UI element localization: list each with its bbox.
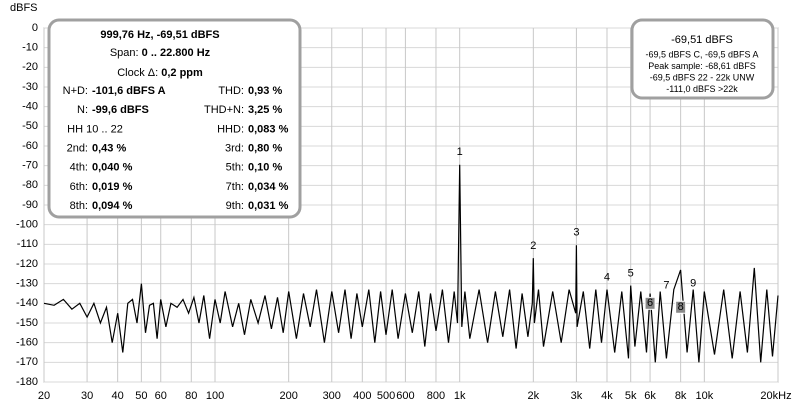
harmonic-marker: 3 — [573, 226, 579, 238]
info-label: 7th: — [226, 181, 244, 193]
level-title: -69,51 dBFS — [671, 34, 733, 46]
y-tick-label: -100 — [16, 219, 38, 231]
info-line: Span: 0 .. 22.800 Hz — [110, 47, 211, 59]
info-label: HHD: — [217, 123, 244, 135]
info-label: N+D: — [63, 85, 88, 97]
info-label: THD+N: — [204, 104, 244, 116]
y-tick-label: -140 — [16, 297, 38, 309]
level-line: -69,5 dBFS 22 - 22k UNW — [650, 72, 755, 82]
info-value: 0,034 % — [248, 181, 289, 193]
info-label: N: — [77, 104, 88, 116]
y-tick-label: -180 — [16, 376, 38, 388]
x-tick-label: 300 — [323, 390, 341, 402]
x-tick-label: 4k — [601, 390, 613, 402]
y-tick-label: -150 — [16, 317, 38, 329]
x-tick-label: 800 — [427, 390, 445, 402]
info-value: -99,6 dBFS — [92, 104, 149, 116]
info-value: 3,25 % — [248, 104, 282, 116]
info-value: 0 .. 22.800 Hz — [142, 47, 211, 59]
x-tick-label: 8k — [675, 390, 687, 402]
info-value: 0,2 ppm — [161, 67, 203, 79]
y-tick-label: -60 — [22, 140, 38, 152]
info-label: 6th: — [70, 181, 88, 193]
info-label: 5th: — [226, 162, 244, 174]
y-tick-label: -50 — [22, 120, 38, 132]
x-tick-label: 10k — [695, 390, 713, 402]
y-tick-label: -170 — [16, 356, 38, 368]
info-value: 0,031 % — [248, 200, 289, 212]
info-label: Clock Δ: — [117, 67, 158, 79]
info-value: 0,10 % — [248, 162, 282, 174]
info-label: 2nd: — [67, 143, 88, 155]
x-tick-label: 100 — [206, 390, 224, 402]
info-value: 0,094 % — [92, 200, 133, 212]
y-tick-label: -30 — [22, 81, 38, 93]
x-tick-label: 30 — [81, 390, 93, 402]
y-tick-label: -70 — [22, 160, 38, 172]
info-title: 999,76 Hz, -69,51 dBFS — [100, 29, 219, 41]
marker-box — [675, 300, 687, 314]
y-tick-label: -90 — [22, 199, 38, 211]
info-label: 4th: — [70, 162, 88, 174]
info-value: 0,083 % — [248, 123, 289, 135]
info-panel — [47, 18, 302, 219]
level-panel — [630, 18, 775, 100]
harmonic-marker: 9 — [690, 278, 696, 290]
info-value: 0,019 % — [92, 181, 133, 193]
level-line: -111,0 dBFS >22k — [666, 84, 738, 94]
x-tick-label: 50 — [135, 390, 147, 402]
info-label: 9th: — [226, 200, 244, 212]
x-tick-label: 3k — [571, 390, 583, 402]
info-value: 0,93 % — [248, 85, 282, 97]
level-line: Peak sample: -68,61 dBFS — [648, 61, 756, 71]
x-tick-label: 500 — [377, 390, 395, 402]
y-tick-label: -80 — [22, 179, 38, 191]
spectrum-line — [43, 164, 779, 363]
info-value: -101,6 dBFS A — [92, 85, 166, 97]
x-tick-label: 200 — [279, 390, 297, 402]
info-label: Span: — [110, 47, 139, 59]
info-value: 0,80 % — [248, 143, 282, 155]
harmonic-marker: 6 — [647, 297, 653, 309]
y-tick-label: -10 — [22, 42, 38, 54]
info-label: 8th: — [70, 200, 88, 212]
harmonic-marker: 5 — [628, 268, 634, 280]
x-tick-label: 5k — [625, 390, 637, 402]
x-tick-label: 600 — [396, 390, 414, 402]
info-label: THD: — [218, 85, 244, 97]
x-tick-label: 6k — [644, 390, 656, 402]
marker-box — [644, 296, 656, 310]
harmonic-marker: 2 — [530, 240, 536, 252]
x-tick-label: 400 — [353, 390, 371, 402]
x-tick-label: 80 — [185, 390, 197, 402]
x-tick-label: 2k — [528, 390, 540, 402]
y-axis-label: dBFS — [10, 2, 38, 14]
info-value: 0,040 % — [92, 162, 133, 174]
x-tick-label: 40 — [112, 390, 124, 402]
y-tick-label: -40 — [22, 101, 38, 113]
y-tick-label: 0 — [32, 22, 38, 34]
y-tick-label: -160 — [16, 337, 38, 349]
harmonic-marker: 4 — [604, 272, 610, 284]
y-tick-label: -120 — [16, 258, 38, 270]
harmonic-marker: 8 — [678, 301, 684, 313]
x-tick-label: 1k — [454, 390, 466, 402]
harmonic-marker: 1 — [457, 146, 463, 158]
harmonic-marker: 7 — [663, 280, 669, 292]
y-tick-label: -130 — [16, 278, 38, 290]
x-tick-label: 20 — [38, 390, 50, 402]
y-tick-label: -20 — [22, 61, 38, 73]
info-line: Clock Δ: 0,2 ppm — [117, 67, 203, 79]
x-tick-label: 60 — [155, 390, 167, 402]
info-value: 0,43 % — [92, 143, 126, 155]
level-line: -69,5 dBFS C, -69,5 dBFS A — [645, 49, 758, 59]
x-tick-label: 20kHz — [760, 390, 791, 402]
info-label: 3rd: — [225, 143, 244, 155]
y-tick-label: -110 — [17, 238, 38, 250]
info-label: HH 10 .. 22 — [67, 123, 123, 135]
